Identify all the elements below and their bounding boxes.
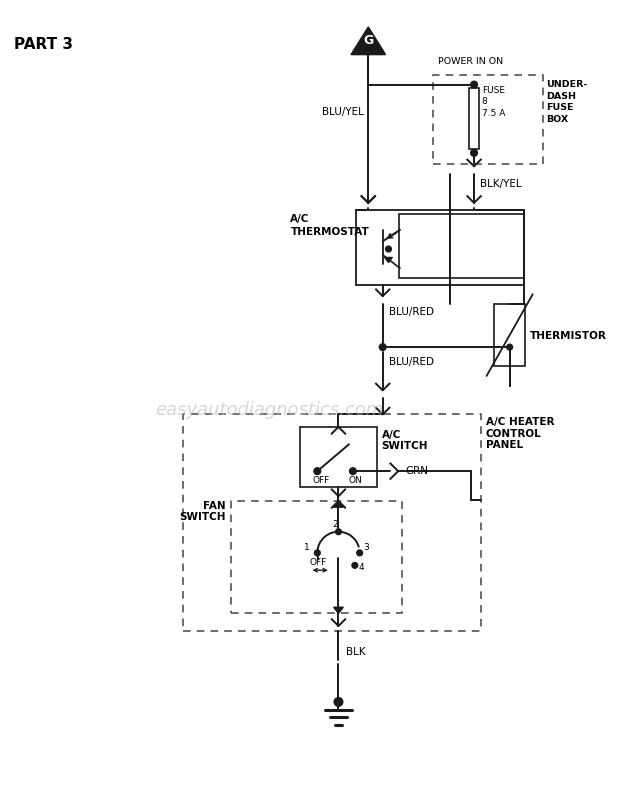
Circle shape	[507, 344, 512, 350]
Text: 1: 1	[304, 542, 310, 552]
Text: GRN: GRN	[406, 466, 429, 476]
Text: UNDER-: UNDER-	[546, 80, 588, 89]
Bar	[300, 427, 377, 486]
Bar	[433, 75, 543, 165]
Text: BLU/RED: BLU/RED	[389, 306, 434, 317]
Text: POWER IN ON: POWER IN ON	[438, 57, 502, 66]
Bar	[183, 414, 481, 630]
Text: THERMOSTAT: THERMOSTAT	[290, 226, 369, 237]
Text: BLU/YEL: BLU/YEL	[322, 106, 364, 117]
Text: 7.5 A: 7.5 A	[482, 109, 505, 118]
Text: SWITCH: SWITCH	[382, 441, 428, 451]
Circle shape	[350, 468, 356, 474]
Text: 3: 3	[363, 542, 369, 552]
Polygon shape	[334, 501, 343, 507]
Bar	[356, 210, 524, 285]
Text: DASH: DASH	[546, 92, 576, 101]
Text: THERMISTOR: THERMISTOR	[530, 330, 607, 341]
Text: BLK/YEL: BLK/YEL	[480, 178, 522, 189]
Circle shape	[314, 468, 321, 474]
Text: 4: 4	[358, 563, 364, 572]
Text: 8: 8	[482, 98, 488, 106]
Text: G: G	[363, 34, 373, 47]
Circle shape	[334, 698, 343, 706]
Circle shape	[379, 344, 386, 350]
Text: BLU/RED: BLU/RED	[389, 357, 434, 366]
Text: A/C HEATER: A/C HEATER	[486, 417, 554, 427]
Text: easyautodiagnostics.com: easyautodiagnostics.com	[155, 401, 383, 418]
Text: BLK: BLK	[346, 647, 366, 657]
Text: FUSE: FUSE	[482, 86, 505, 95]
Circle shape	[352, 562, 358, 568]
Text: A/C: A/C	[290, 214, 310, 224]
Text: SWITCH: SWITCH	[179, 512, 226, 522]
Text: 2: 2	[332, 519, 339, 529]
Text: CONTROL: CONTROL	[486, 429, 541, 438]
Bar	[494, 304, 525, 366]
Text: BOX: BOX	[546, 114, 569, 124]
Bar	[399, 214, 524, 278]
Text: OFF: OFF	[313, 476, 330, 486]
Circle shape	[386, 246, 391, 252]
Circle shape	[357, 550, 363, 556]
Bar	[231, 501, 402, 614]
Bar	[469, 89, 479, 149]
Text: A/C: A/C	[382, 430, 401, 440]
Text: ON: ON	[348, 476, 362, 486]
Circle shape	[471, 150, 478, 156]
Circle shape	[315, 550, 320, 556]
Text: PART 3: PART 3	[14, 37, 74, 51]
Circle shape	[471, 82, 478, 88]
Text: OFF: OFF	[310, 558, 327, 567]
Circle shape	[336, 529, 341, 534]
Polygon shape	[384, 258, 392, 262]
Text: FUSE: FUSE	[546, 103, 574, 112]
Text: PANEL: PANEL	[486, 440, 523, 450]
Polygon shape	[334, 607, 343, 614]
Polygon shape	[351, 27, 386, 54]
Text: FAN: FAN	[203, 501, 226, 510]
